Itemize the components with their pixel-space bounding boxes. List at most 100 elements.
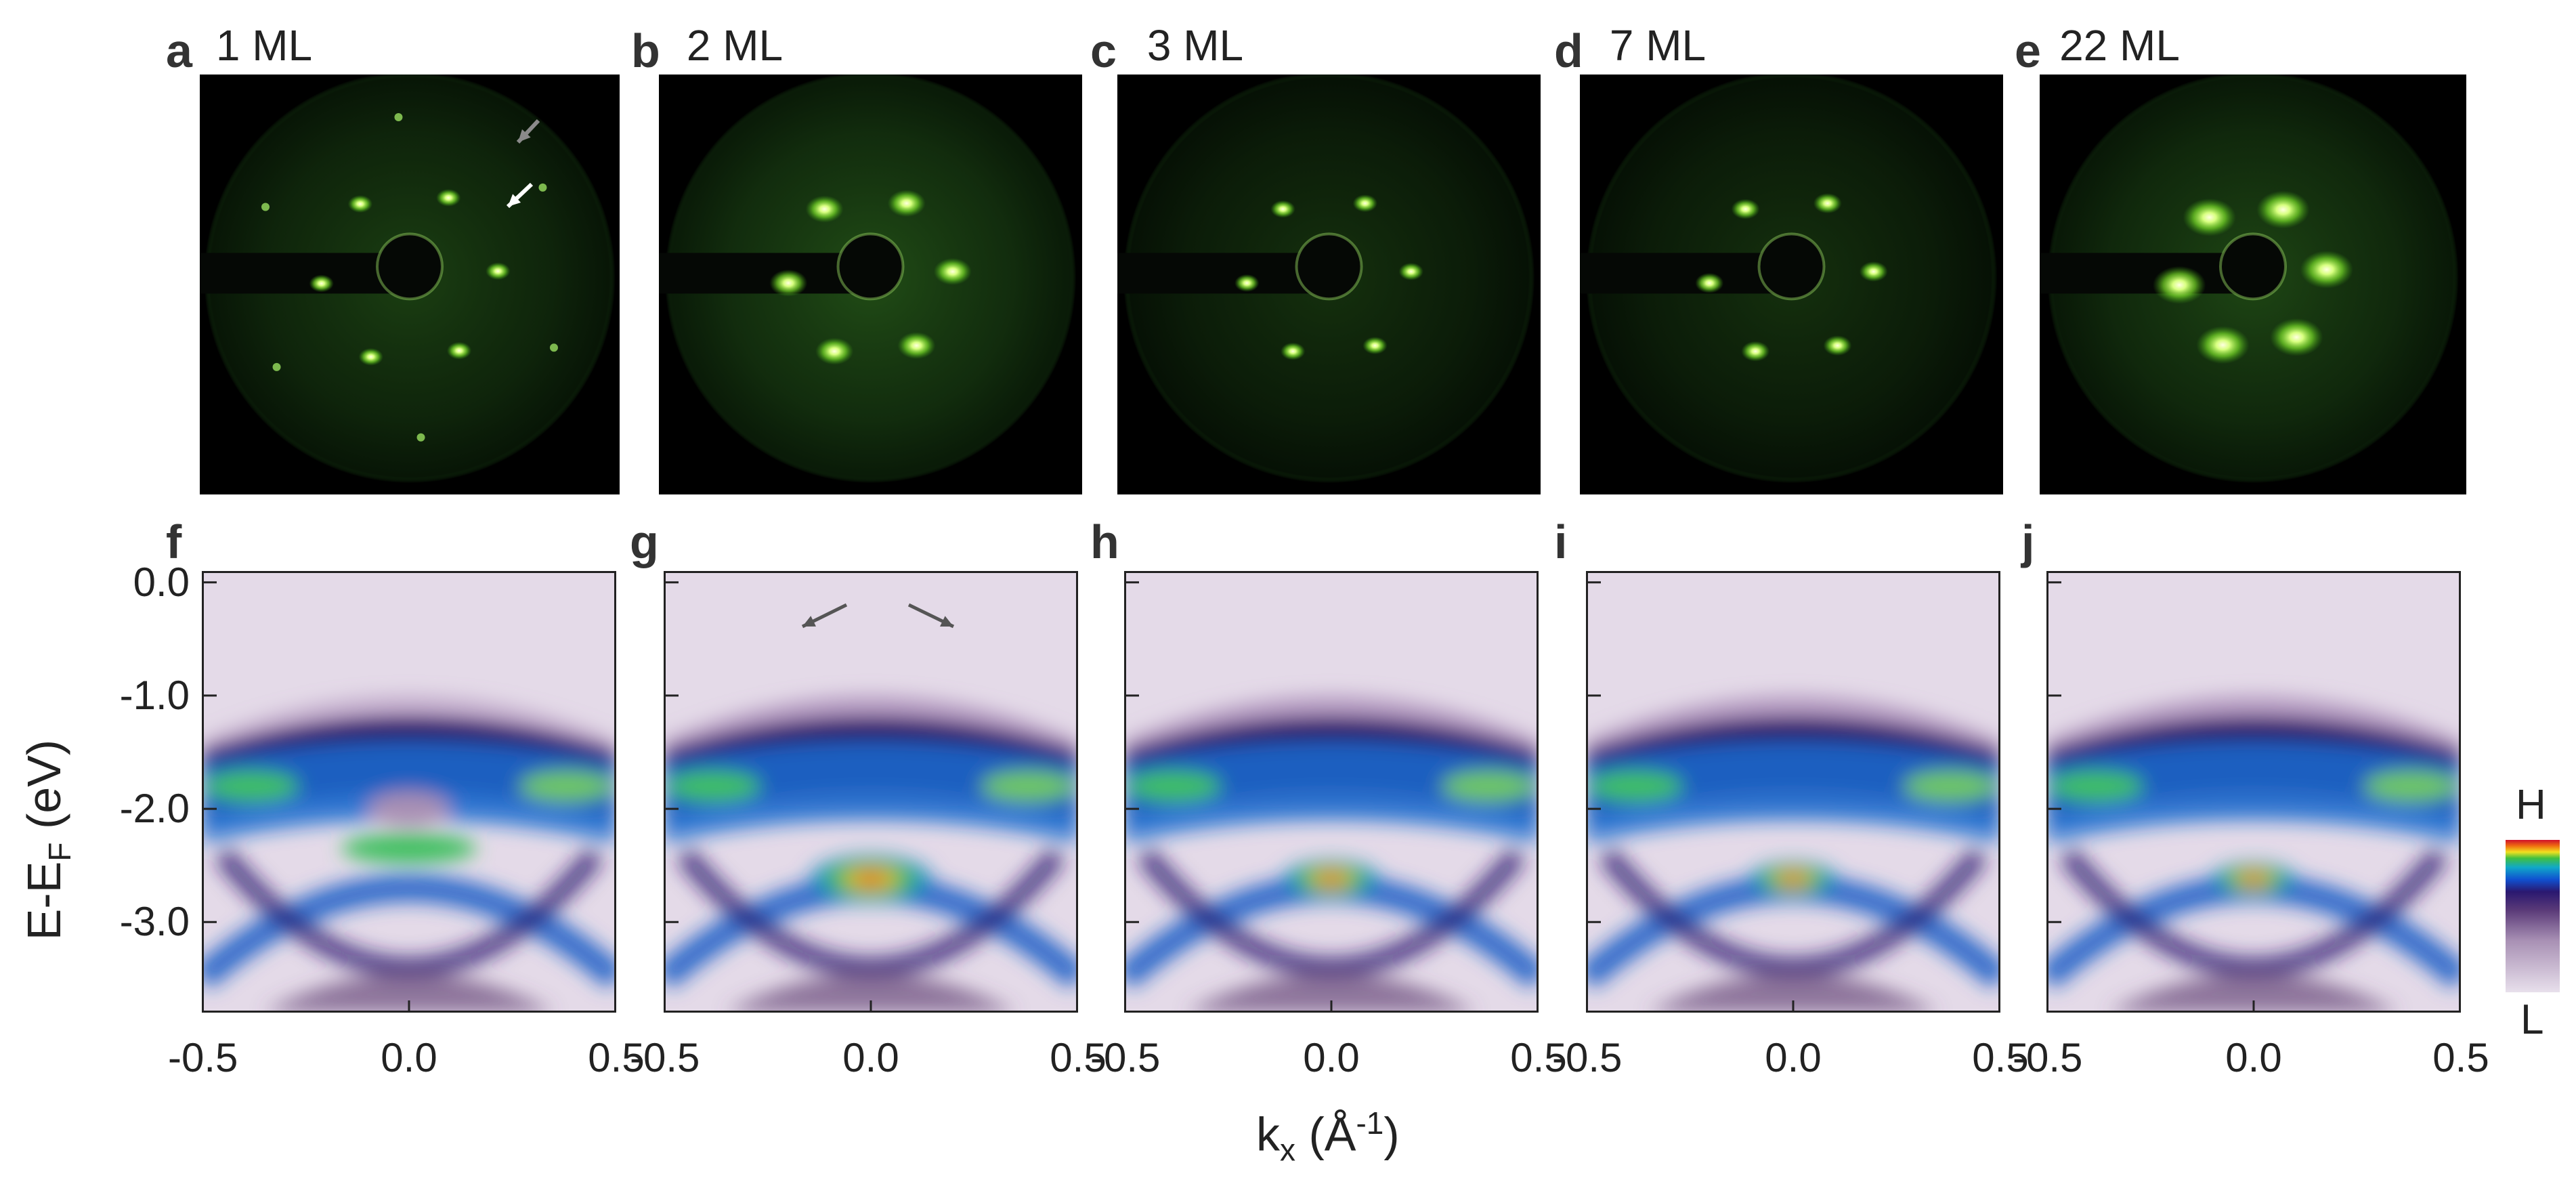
band-hotspot-left <box>666 771 761 801</box>
x-tick-label: 0.5 <box>1510 1035 1567 1080</box>
diffraction-spot <box>436 188 461 207</box>
band-blue <box>1124 740 1539 843</box>
band-blue <box>664 740 1078 843</box>
electron-gun <box>1295 232 1363 301</box>
band-hotspot-center <box>1746 860 1841 898</box>
electron-gun <box>836 232 905 301</box>
y-axis-label-sub: F <box>42 842 77 862</box>
colorbar <box>2506 840 2560 992</box>
band-blue <box>1586 740 2000 843</box>
x-axis-label-sub: x <box>1280 1132 1295 1168</box>
leed-image-d <box>1580 75 2003 494</box>
diffraction-spot <box>815 337 854 365</box>
band-hotspot-right <box>981 771 1076 801</box>
satellite-spot <box>416 433 425 442</box>
diffraction-spot <box>1823 335 1852 356</box>
band-lower-x <box>2059 847 2448 978</box>
diffraction-spot <box>309 274 334 293</box>
y-axis-label-unit: (eV) <box>18 739 70 843</box>
electron-gun-shadow <box>659 253 867 294</box>
diffraction-spot <box>887 190 926 217</box>
diffraction-spot <box>1270 200 1295 218</box>
panel-letter-b: b <box>631 24 660 77</box>
satellite-spot <box>394 113 403 122</box>
x-tick-label: 0.5 <box>1972 1035 2029 1080</box>
band-hotspot-left <box>1126 771 1222 801</box>
diffraction-spot <box>1362 337 1388 355</box>
y-tick-label: -3.0 <box>119 899 190 945</box>
panel-letter-i: i <box>1554 515 1568 568</box>
diffraction-spot <box>769 269 808 297</box>
arpes-map-h <box>1115 571 1548 1013</box>
leed-image-c <box>1117 75 1541 494</box>
band-hotspot-center <box>341 833 477 864</box>
diffraction-spot <box>446 341 472 360</box>
diffraction-spot <box>1859 261 1888 282</box>
x-axis-label-end: ) <box>1383 1107 1400 1161</box>
arpes-map-j <box>2037 571 2470 1013</box>
panel-letter-g: g <box>630 515 659 568</box>
x-tick-label: -0.5 <box>168 1035 238 1080</box>
panel-letter-e: e <box>2015 24 2041 77</box>
panel-letter-h: h <box>1090 515 1119 568</box>
band-lower-x <box>1599 847 1988 978</box>
y-tick-label: 0.0 <box>133 559 190 605</box>
diffraction-spot <box>2270 318 2323 356</box>
electron-gun-shadow <box>200 253 406 294</box>
y-tick-label: -1.0 <box>119 672 190 718</box>
electron-gun <box>2219 232 2287 301</box>
satellite-spot <box>261 203 270 211</box>
band-hotspot-center <box>2208 861 2300 897</box>
panel-title-d: 7 ML <box>1609 21 1706 70</box>
diffraction-spot <box>1813 193 1842 214</box>
satellite-spot <box>538 183 547 192</box>
panel-title-a: 1 ML <box>215 21 313 70</box>
diffraction-spot <box>2256 190 2310 229</box>
arpes-map-g <box>654 571 1088 1013</box>
diffraction-spot <box>347 195 373 213</box>
colorbar-gradient <box>2506 840 2560 992</box>
electron-gun-shadow <box>1117 253 1326 294</box>
band-hotspot-right <box>1903 771 1998 801</box>
panel-letter-a: a <box>166 24 192 77</box>
panel-letter-f: f <box>166 515 182 568</box>
x-axis-label-main: k <box>1256 1107 1280 1161</box>
diffraction-spot <box>2183 198 2236 236</box>
electron-gun-shadow <box>1580 253 1788 294</box>
diffraction-spot <box>1235 274 1260 292</box>
band-hotspot-right <box>2363 771 2459 801</box>
x-tick-label: 0.5 <box>2432 1035 2489 1080</box>
electron-gun <box>376 232 444 301</box>
panel-title-b: 2 ML <box>686 21 783 70</box>
panel-title-e: 22 ML <box>2059 21 2180 70</box>
panel-letter-j: j <box>2021 515 2035 568</box>
x-tick-label: 0.0 <box>1765 1035 1822 1080</box>
satellite-spot <box>549 343 558 352</box>
band-gap <box>368 791 450 827</box>
panel-title-c: 3 ML <box>1146 21 1244 70</box>
diffraction-spot <box>358 347 383 366</box>
y-tick-label: -2.0 <box>119 786 190 832</box>
band-bottom-dome <box>263 973 555 1013</box>
band-lower-x <box>215 847 603 978</box>
x-tick-label: 0.0 <box>842 1035 899 1080</box>
x-tick-label: -0.5 <box>1090 1035 1161 1080</box>
electron-gun <box>1757 232 1826 301</box>
diffraction-spot <box>805 195 844 223</box>
electron-gun-shadow <box>2040 253 2250 294</box>
band-hotspot-right <box>519 771 614 801</box>
panel-letter-d: d <box>1554 24 1583 77</box>
colorbar-high-label: H <box>2516 782 2546 828</box>
x-tick-label: 0.5 <box>1050 1035 1107 1080</box>
band-hotspot-left <box>1588 771 1683 801</box>
band-hotspot-center <box>804 853 937 906</box>
diffraction-spot <box>1352 194 1377 213</box>
band-hotspot-left <box>2048 771 2144 801</box>
x-axis-label-mid: (Å <box>1295 1107 1356 1161</box>
y-axis-label: E-EF (eV) <box>18 704 77 975</box>
diffraction-spot <box>2300 250 2353 289</box>
diffraction-spot <box>1398 262 1423 280</box>
band-bottom-dome <box>2108 973 2399 1013</box>
band-hotspot-center <box>1279 858 1383 900</box>
band-blue <box>2046 740 2461 843</box>
